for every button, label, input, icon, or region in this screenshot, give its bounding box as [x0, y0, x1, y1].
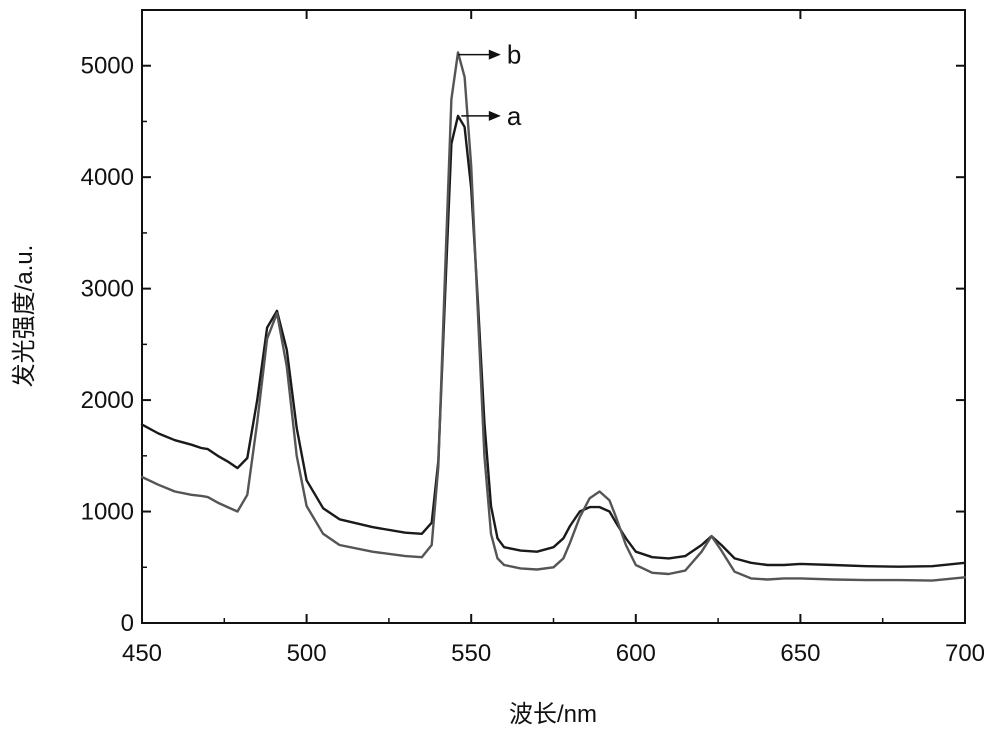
annotation-arrow-head — [489, 50, 501, 60]
x-tick-label: 550 — [451, 640, 491, 667]
x-tick-label: 500 — [287, 640, 327, 667]
y-tick-label: 1000 — [81, 499, 134, 526]
x-tick-label: 650 — [780, 640, 820, 667]
series-line-a — [142, 116, 965, 567]
annotation-arrow-head — [489, 111, 501, 121]
annotation-label: a — [507, 101, 522, 131]
plot-frame — [142, 10, 965, 623]
y-tick-label: 5000 — [81, 53, 134, 80]
y-tick-label: 3000 — [81, 276, 134, 303]
y-tick-label: 0 — [121, 610, 134, 637]
x-tick-label: 450 — [122, 640, 162, 667]
y-tick-label: 4000 — [81, 164, 134, 191]
annotation-label: b — [507, 40, 521, 70]
x-axis-title: 波长/nm — [509, 701, 597, 728]
series-line-b — [142, 52, 965, 580]
series-layer — [142, 52, 965, 580]
y-tick-label: 2000 — [81, 387, 134, 414]
x-tick-label: 700 — [945, 640, 985, 667]
x-tick-label: 600 — [616, 640, 656, 667]
y-axis-title: 发光强度/a.u. — [11, 245, 38, 388]
